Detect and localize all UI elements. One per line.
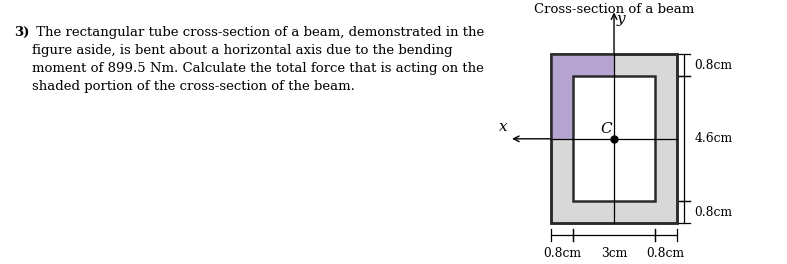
- Bar: [573, 76, 655, 201]
- Bar: [552, 54, 677, 223]
- Text: x: x: [499, 120, 508, 134]
- Text: Cross-section of a beam: Cross-section of a beam: [534, 3, 694, 16]
- Text: The rectangular tube cross-section of a beam, demonstrated in the
figure aside, : The rectangular tube cross-section of a …: [31, 26, 484, 93]
- Text: 3cm: 3cm: [600, 247, 627, 260]
- Text: C: C: [600, 122, 612, 136]
- Text: y: y: [616, 12, 625, 26]
- Text: 4.6cm: 4.6cm: [695, 132, 733, 145]
- Text: 0.8cm: 0.8cm: [695, 59, 733, 72]
- Text: 0.8cm: 0.8cm: [543, 247, 582, 260]
- Bar: [552, 54, 677, 223]
- Text: 0.8cm: 0.8cm: [647, 247, 685, 260]
- Text: 0.8cm: 0.8cm: [695, 206, 733, 219]
- Text: 3): 3): [14, 26, 29, 39]
- Bar: [552, 54, 614, 139]
